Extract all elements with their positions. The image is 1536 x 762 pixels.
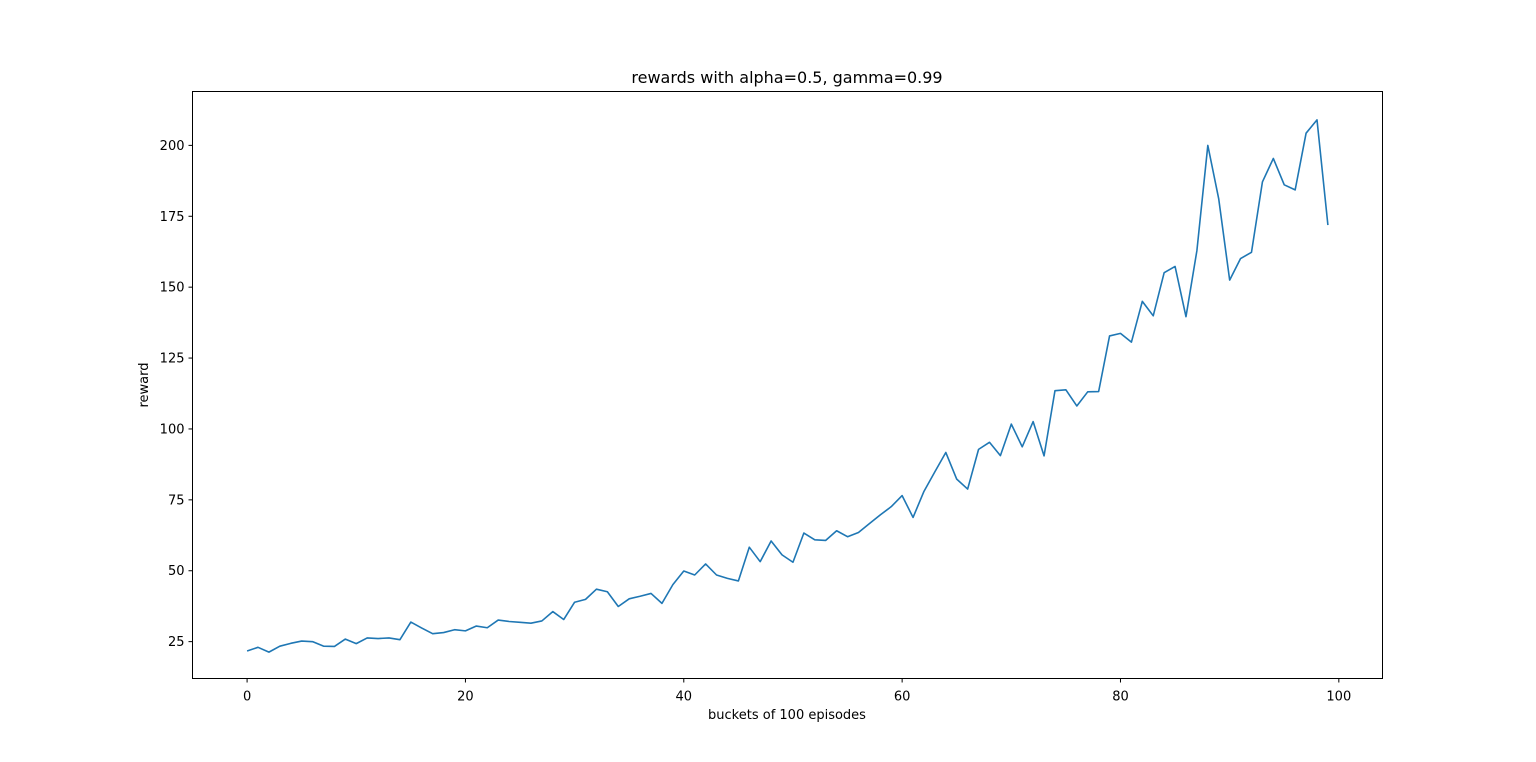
y-tick-label: 125 [160, 352, 185, 367]
x-tick-label: 0 [243, 690, 251, 705]
plot-area [246, 119, 1329, 653]
x-tick-label: 20 [457, 690, 474, 705]
chart-title: rewards with alpha=0.5, gamma=0.99 [631, 68, 942, 87]
x-axis-label: buckets of 100 episodes [708, 708, 866, 723]
y-tick-label: 100 [160, 422, 185, 437]
y-axis-label: reward [137, 362, 152, 407]
y-tick-label: 25 [168, 635, 185, 650]
x-axis: 0 20 40 60 80 100 [243, 678, 1351, 705]
x-tick-label: 80 [1112, 690, 1129, 705]
x-tick-label: 60 [894, 690, 911, 705]
x-tick-label: 100 [1326, 690, 1351, 705]
y-tick-label: 200 [160, 139, 185, 154]
y-tick-label: 175 [160, 210, 185, 225]
plot-frame [192, 91, 1383, 679]
y-axis: 25 50 75 100 125 150 175 200 [160, 139, 193, 650]
series-line-0 [246, 119, 1329, 653]
y-tick-label: 150 [160, 281, 185, 296]
x-tick-label: 40 [676, 690, 693, 705]
y-tick-label: 50 [168, 564, 185, 579]
y-tick-label: 75 [168, 493, 185, 508]
